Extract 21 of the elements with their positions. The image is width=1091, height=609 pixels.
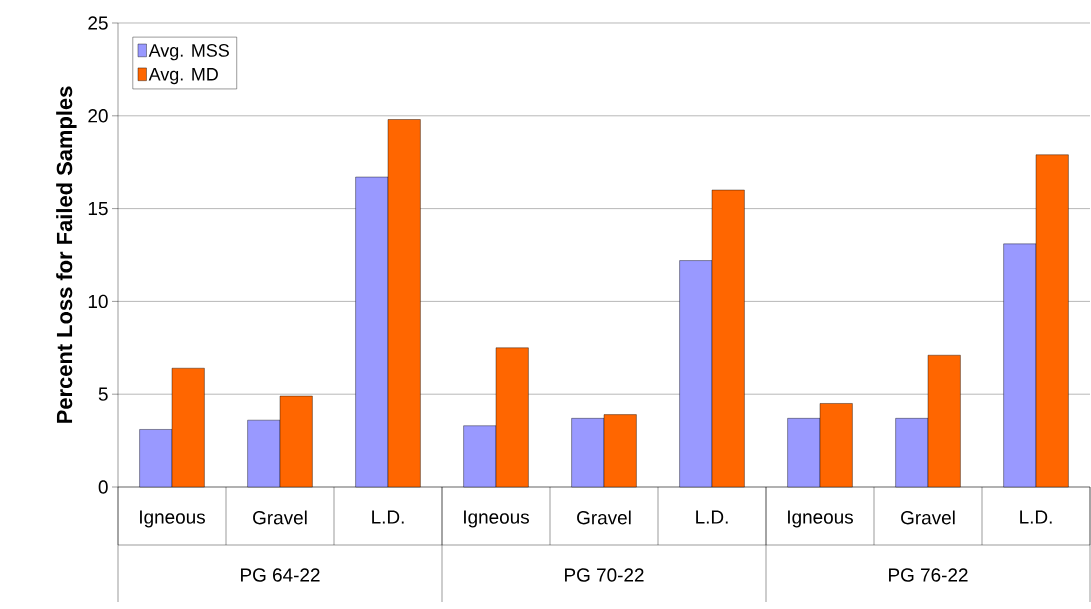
text: PG 64-22 [241, 568, 320, 582]
y-tick-label: 20 [88, 109, 108, 123]
y-tick-label: 0 [98, 480, 108, 494]
x-tick-label: Igneous [464, 510, 529, 528]
legend-label: Avg. MSS [148, 44, 229, 61]
x-tick-label: L.D. [1020, 510, 1052, 524]
x-tick-label: L.D. [372, 510, 404, 524]
y-tick-label: 5 [98, 387, 108, 401]
y-axis-title: Percent Loss for Failed Samples [56, 86, 77, 423]
y-tick-label: 15 [88, 202, 108, 216]
x-tick-label: Gravel [901, 510, 955, 525]
y-tick-label: 10 [88, 294, 108, 309]
x-tick-label: Igneous [788, 510, 853, 528]
text: PG 76-22 [889, 568, 968, 582]
x-tick-label: Igneous [140, 510, 205, 528]
x-tick-label: L.D. [696, 510, 728, 524]
text: PG 70-22 [565, 568, 644, 582]
legend-label: Avg. MD [148, 68, 218, 85]
y-tick-label: 25 [88, 16, 108, 30]
x-tick-label: Gravel [253, 510, 307, 525]
x-tick-label: Gravel [577, 510, 631, 525]
